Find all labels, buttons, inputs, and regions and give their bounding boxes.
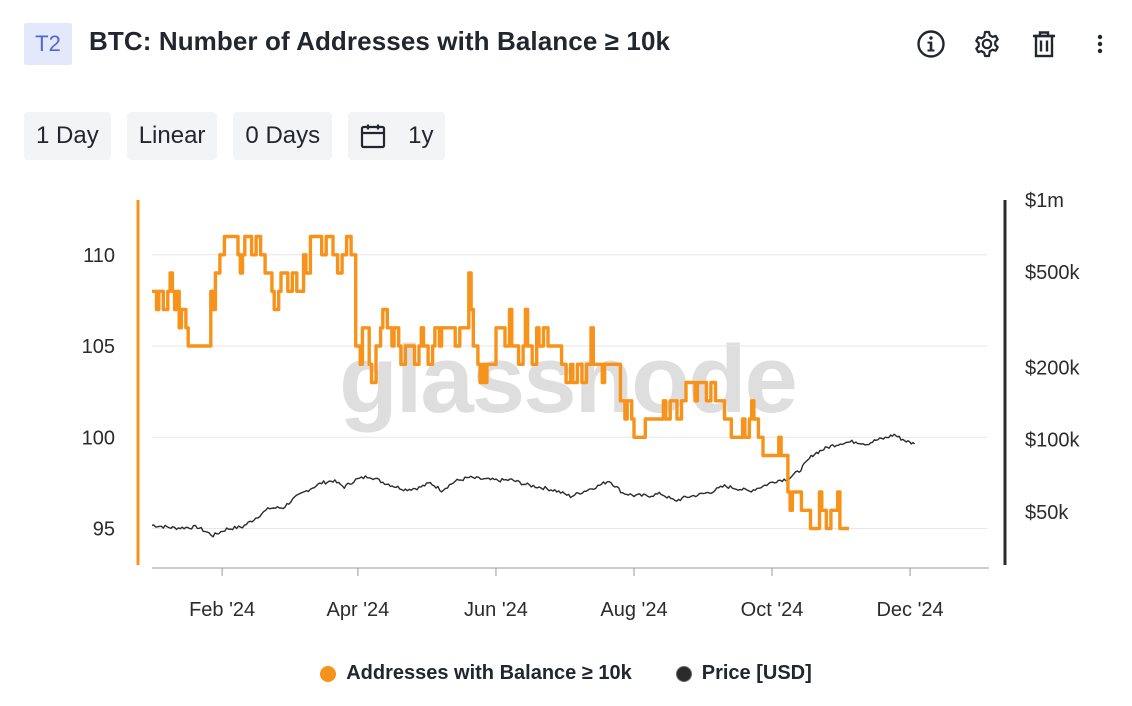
- date-range-button[interactable]: 1y: [348, 112, 446, 160]
- x-tick-label: Aug '24: [600, 599, 667, 621]
- moving-average-button[interactable]: 0 Days: [233, 112, 333, 160]
- right-tick-label: $1m: [1025, 190, 1064, 212]
- right-tick-label: $200k: [1025, 358, 1080, 380]
- x-tick-label: Dec '24: [876, 599, 943, 621]
- left-tick-label: 110: [83, 245, 115, 267]
- legend-item-price[interactable]: Price [USD]: [675, 662, 812, 685]
- left-tick-label: 95: [93, 519, 115, 541]
- info-icon[interactable]: [914, 27, 948, 61]
- legend-swatch-price: [675, 665, 692, 682]
- x-tick-label: Jun '24: [464, 599, 528, 621]
- legend-item-addresses[interactable]: Addresses with Balance ≥ 10k: [320, 662, 632, 685]
- more-vertical-icon[interactable]: [1083, 27, 1117, 61]
- scale-label: Linear: [138, 122, 206, 149]
- date-range-label: 1y: [408, 122, 434, 149]
- x-tick-label: Oct '24: [741, 599, 804, 621]
- chart-tag: T2: [24, 23, 72, 65]
- left-tick-label: 105: [82, 336, 115, 358]
- x-tick-label: Feb '24: [189, 599, 255, 621]
- calendar-icon: [360, 123, 386, 149]
- trash-icon[interactable]: [1027, 27, 1061, 61]
- scale-button[interactable]: Linear: [126, 112, 218, 160]
- left-tick-label: 100: [82, 427, 115, 449]
- resolution-label: 1 Day: [36, 122, 99, 149]
- series-line-price: [151, 433, 916, 538]
- resolution-button[interactable]: 1 Day: [24, 112, 111, 160]
- series-line-addresses: [152, 234, 849, 531]
- x-tick-label: Apr '24: [327, 599, 390, 621]
- right-tick-label: $50k: [1025, 502, 1069, 524]
- chart-toolbar: 1 Day Linear 0 Days 1y: [24, 112, 446, 160]
- right-tick-label: $100k: [1025, 430, 1080, 452]
- moving-average-label: 0 Days: [245, 122, 321, 149]
- chart-title: BTC: Number of Addresses with Balance ≥ …: [89, 26, 671, 56]
- right-tick-label: $500k: [1025, 262, 1080, 284]
- watermark: glassnode: [339, 326, 796, 433]
- legend-label-addresses: Addresses with Balance ≥ 10k: [346, 662, 632, 684]
- legend-swatch-addresses: [320, 665, 337, 682]
- gear-icon[interactable]: [970, 27, 1004, 61]
- chart-area: glassnode 95 100 105 110 $50k $100k $200k $500k $…: [82, 190, 1081, 621]
- chart-legend: Addresses with Balance ≥ 10k Price [USD]: [0, 662, 1132, 685]
- legend-label-price: Price [USD]: [701, 662, 812, 684]
